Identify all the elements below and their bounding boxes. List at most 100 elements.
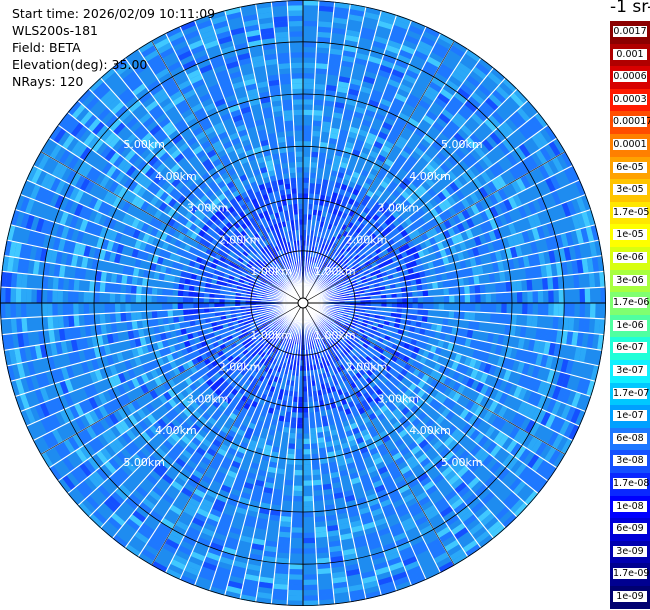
ppi-cell (279, 350, 285, 357)
ppi-cell (478, 186, 489, 199)
ppi-cell (425, 110, 439, 122)
ppi-cell (349, 363, 356, 371)
ppi-cell (107, 218, 117, 230)
ppi-cell (497, 141, 511, 156)
ppi-cell (184, 565, 200, 577)
ppi-cell (170, 559, 187, 571)
ppi-cell (429, 207, 439, 218)
ppi-cell (415, 340, 423, 348)
ppi-cell (402, 145, 414, 156)
ppi-cell (73, 291, 79, 303)
ppi-cell (334, 282, 341, 287)
ppi-cell (104, 131, 117, 146)
ppi-cell (459, 241, 467, 252)
ppi-cell (355, 226, 363, 234)
ppi-cell (88, 513, 104, 529)
ppi-cell (317, 395, 324, 401)
ppi-cell (65, 169, 77, 185)
ppi-cell (227, 580, 244, 590)
ppi-cell (308, 401, 314, 408)
ppi-cell (147, 155, 159, 167)
ppi-cell (254, 331, 261, 337)
ppi-cell (303, 579, 318, 586)
ppi-cell (273, 271, 279, 278)
ppi-cell (272, 259, 278, 265)
ppi-cell (388, 465, 400, 476)
ppi-cell (338, 129, 349, 137)
ppi-cell (311, 130, 321, 137)
ppi-cell (355, 234, 363, 241)
ppi-cell (448, 287, 455, 296)
ppi-cell (462, 156, 474, 169)
ppi-cell (236, 330, 243, 337)
ppi-cell (91, 138, 105, 153)
ppi-cell (370, 306, 376, 311)
ppi-cell (248, 268, 255, 275)
ppi-cell (488, 400, 499, 413)
ppi-cell (323, 100, 335, 107)
ppi-cell (551, 433, 564, 450)
ppi-cell (566, 200, 577, 216)
ppi-cell (99, 313, 106, 325)
ppi-cell (161, 339, 169, 349)
ppi-cell (270, 260, 276, 267)
ppi-cell (339, 532, 353, 541)
ppi-cell (422, 133, 435, 145)
ppi-cell (353, 345, 360, 352)
ppi-cell (287, 395, 294, 402)
ppi-cell (110, 312, 116, 324)
ppi-cell (415, 278, 422, 285)
ppi-cell (231, 352, 238, 359)
ppi-cell (109, 364, 118, 376)
ppi-cell (380, 289, 387, 295)
ppi-cell (327, 530, 340, 537)
ppi-cell (269, 286, 276, 291)
ppi-cell (501, 303, 507, 314)
ppi-cell (517, 400, 528, 415)
ppi-cell (316, 389, 323, 396)
ppi-cell (166, 144, 179, 156)
ppi-cell (209, 293, 215, 299)
ppi-cell (337, 134, 348, 142)
ppi-cell (156, 462, 169, 474)
ppi-cell (332, 262, 338, 269)
ppi-cell (349, 357, 356, 364)
ppi-cell (142, 116, 156, 129)
ppi-cell (284, 264, 289, 271)
ppi-cell (186, 560, 202, 572)
ppi-cell (337, 246, 343, 253)
ppi-cell (243, 257, 251, 264)
ppi-cell (95, 467, 109, 482)
ppi-cell (99, 281, 106, 293)
ppi-cell (83, 207, 93, 221)
ppi-cell (589, 241, 598, 258)
ppi-cell (441, 108, 455, 121)
ppi-cell (388, 34, 405, 45)
ppi-cell (64, 198, 74, 214)
ppi-cell (251, 489, 263, 498)
ppi-cell (303, 407, 309, 413)
ppi-cell (340, 281, 346, 286)
ppi-cell (287, 595, 303, 601)
ppi-cell (329, 334, 335, 340)
ppi-cell (338, 188, 347, 196)
ppi-cell (118, 484, 132, 498)
ppi-cell (293, 391, 299, 397)
ppi-cell (35, 373, 45, 389)
ppi-cell (136, 220, 145, 231)
ppi-cell (0, 303, 6, 319)
ppi-cell (49, 143, 62, 160)
ppi-cell (496, 355, 505, 368)
ppi-cell (217, 167, 228, 176)
ppi-cell (324, 325, 329, 331)
ppi-cell (521, 402, 533, 417)
ppi-cell (303, 464, 312, 471)
ppi-cell (99, 175, 111, 189)
ppi-cell (117, 186, 128, 199)
ppi-cell (336, 405, 345, 413)
ppi-cell (311, 464, 321, 470)
ppi-cell (144, 458, 157, 470)
ppi-cell (109, 303, 116, 314)
ppi-cell (407, 93, 421, 104)
ppi-cell (19, 196, 30, 213)
